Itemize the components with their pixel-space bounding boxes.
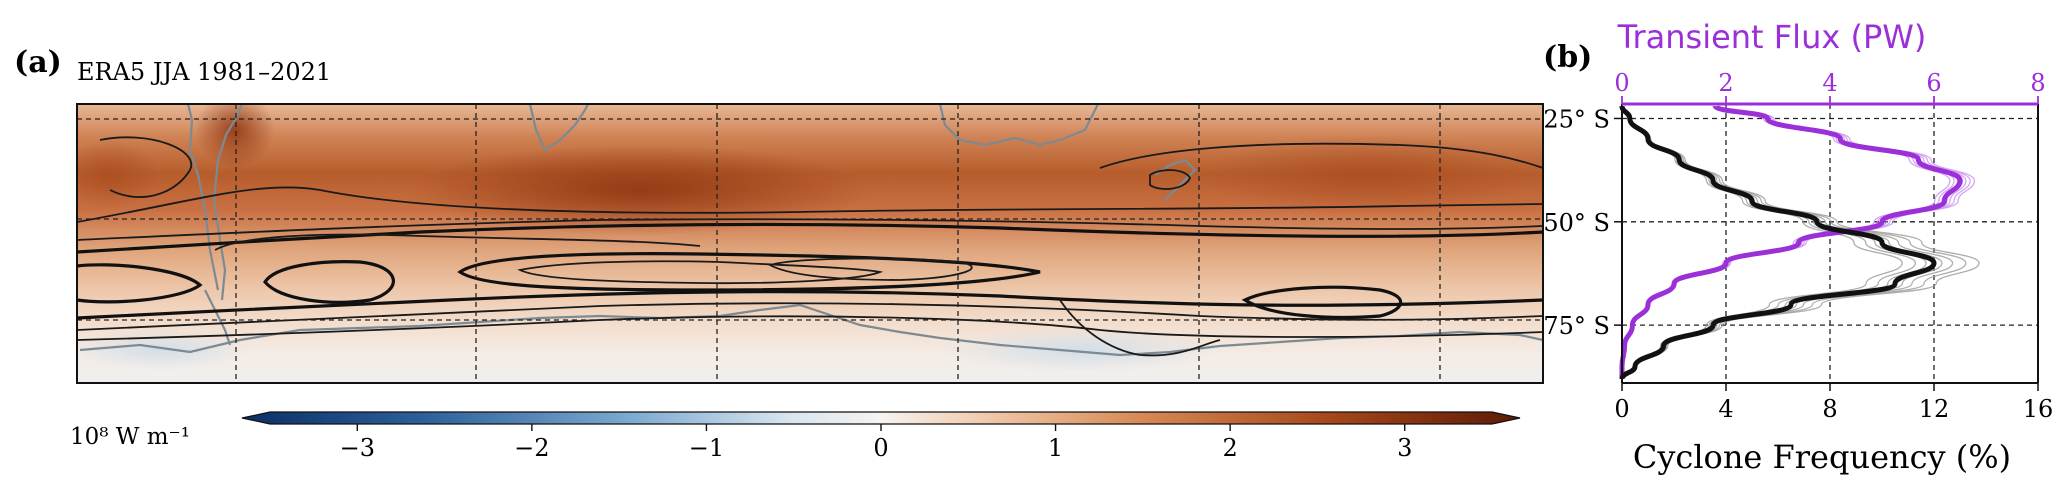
- flux-series-line: [1619, 103, 1963, 379]
- profile-top-tick-label: 0: [1614, 69, 1629, 97]
- map-gridlines: [77, 104, 1543, 383]
- contour-thin-9: [99, 136, 193, 198]
- panel-b-label: (b): [1543, 40, 1592, 75]
- coastline-antarctic-peninsula: [204, 289, 232, 346]
- contour-thin-4: [77, 315, 1543, 341]
- profile-bottom-tick-label: 16: [2023, 395, 2054, 423]
- colorbar-body: [241, 411, 1521, 425]
- contour-thin-6: [517, 260, 884, 285]
- coastline-south-america: [186, 104, 220, 291]
- colorbar-tick-label: −3: [340, 434, 375, 462]
- contour-thick-west-loop: [77, 263, 203, 304]
- contour-thin-1: [77, 186, 1543, 223]
- profile-bottom-tick-label: 8: [1822, 395, 1837, 423]
- colorbar-tick-label: 3: [1397, 434, 1412, 462]
- contour-thin-8: [1099, 142, 1543, 169]
- profile-plot: 25° S 50° S 75° S 0 4 8 12 16 0 2 4 6 8: [1543, 69, 2053, 423]
- profile-bottom-tick-label: 0: [1614, 395, 1629, 423]
- cyclone-series-line: [1619, 105, 1937, 380]
- field-min-south-atlantic: [77, 330, 250, 370]
- colorbar: −3 −2 −1 0 1 2 3 10⁸ W m⁻¹: [70, 411, 1521, 462]
- contour-thick-pacific-loop: [1241, 285, 1403, 320]
- contour-thin-7: [767, 257, 973, 281]
- colorbar-unit-label: 10⁸ W m⁻¹: [70, 424, 190, 450]
- map-frame: [76, 103, 1544, 384]
- field-min-antarctic: [940, 328, 1220, 372]
- profile-top-tick-label: 6: [1926, 69, 1941, 97]
- profile-bottom-tick-label: 4: [1718, 395, 1733, 423]
- contour-thin-11: [1059, 299, 1221, 357]
- contour-thin-10: [1149, 169, 1191, 190]
- contour-thin-3: [77, 302, 1543, 331]
- colorbar-tick-label: −2: [514, 434, 549, 462]
- profile-y-tick-label: 75° S: [1543, 312, 1610, 340]
- colorbar-tick-label: 1: [1048, 434, 1063, 462]
- coastline-africa: [528, 104, 589, 152]
- contour-thick-main-north: [77, 222, 1543, 254]
- profile-top-tick-label: 4: [1822, 69, 1837, 97]
- coastline-australia: [938, 104, 1099, 147]
- contour-thin-5: [214, 233, 701, 251]
- panel-b-top-axis-label: Transient Flux (PW): [1617, 18, 1927, 56]
- map-panel: [77, 104, 1543, 383]
- profile-y-tick-label: 25° S: [1543, 105, 1610, 133]
- panel-a-title: ERA5 JJA 1981–2021: [77, 58, 331, 86]
- panel-a-label: (a): [14, 45, 62, 80]
- colorbar-tick-label: 0: [873, 434, 888, 462]
- contour-thick-atlantic-loop: [263, 260, 395, 304]
- coastline-antarctica: [79, 303, 1543, 357]
- field-max-pacific: [1200, 135, 1540, 215]
- panel-b-bottom-axis-label: Cyclone Frequency (%): [1633, 438, 2011, 476]
- field-max-west: [77, 140, 160, 210]
- colorbar-tick-label: 2: [1223, 434, 1238, 462]
- field-max-atlantic: [195, 104, 275, 168]
- field-max-indian: [410, 145, 870, 235]
- contour-thick-indian-loop: [457, 252, 1041, 292]
- profile-top-tick-label: 8: [2030, 69, 2045, 97]
- profile-top-tick-label: 2: [1718, 69, 1733, 97]
- colorbar-ticks: −3 −2 −1 0 1 2 3: [340, 424, 1412, 462]
- coastline-south-america-east: [212, 104, 244, 301]
- colorbar-tick-label: −1: [689, 434, 724, 462]
- profile-y-tick-label: 50° S: [1543, 209, 1610, 237]
- contours-thin: [77, 136, 1543, 357]
- contours-thick: [77, 222, 1543, 320]
- profile-bottom-tick-label: 12: [1919, 395, 1950, 423]
